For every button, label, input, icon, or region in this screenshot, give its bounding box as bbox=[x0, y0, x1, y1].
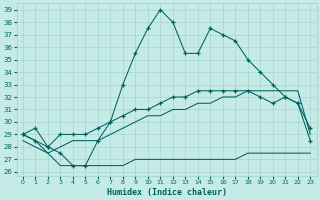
X-axis label: Humidex (Indice chaleur): Humidex (Indice chaleur) bbox=[107, 188, 227, 197]
